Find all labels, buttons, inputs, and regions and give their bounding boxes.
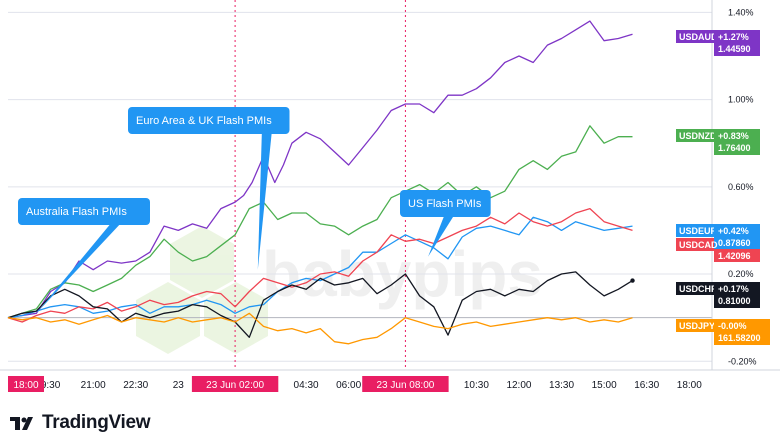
price-tag-value-bg xyxy=(714,224,760,250)
price-tag-change: +0.17% xyxy=(718,284,749,294)
price-tag-price: 161.58200 xyxy=(718,333,761,343)
price-tag-price: 1.44590 xyxy=(718,44,751,54)
price-tag-symbol: USDNZD xyxy=(679,131,717,141)
callout-label: Australia Flash PMIs xyxy=(26,206,127,218)
x-tick-label: 9:30 xyxy=(41,380,61,391)
callout-box xyxy=(18,198,150,225)
series-line-usdjpy xyxy=(7,312,633,345)
series-line-usdnzd xyxy=(7,125,633,319)
x-tick-label: 12:00 xyxy=(506,380,531,391)
x-tick-label: 13:30 xyxy=(549,380,574,391)
tradingview-wordmark: TradingView xyxy=(42,412,151,433)
callout-box xyxy=(128,107,290,134)
event-lines xyxy=(234,0,406,370)
callout-box xyxy=(400,190,491,217)
event-time-badge xyxy=(362,376,449,392)
event-time-badge xyxy=(8,376,44,392)
callout-label: Euro Area & UK Flash PMIs xyxy=(136,115,272,127)
price-tag-price: 1.42096 xyxy=(718,251,751,261)
series-line-usdeur xyxy=(7,216,633,319)
price-tag-price: 0.81000 xyxy=(718,296,751,306)
series-line-usdcad xyxy=(7,207,633,323)
y-axis[interactable]: 1.40% 1.00% 0.60% 0.20% -0.20% xyxy=(711,0,757,370)
price-tag-symbol: USDEUR xyxy=(679,226,718,236)
callout-pointer xyxy=(257,131,272,270)
tradingview-logo-icon xyxy=(10,417,33,430)
x-tick-label: 04:30 xyxy=(294,380,319,391)
y-tick-label: -0.20% xyxy=(728,356,757,366)
event-time-label: 23 Jun 02:00 xyxy=(206,380,264,391)
tradingview-branding[interactable]: TradingView xyxy=(10,412,151,434)
series-line-usdaud xyxy=(7,20,633,319)
price-tag-price: 1.76400 xyxy=(718,143,751,153)
x-tick-label: 10:30 xyxy=(464,380,489,391)
x-tick-label: 23 xyxy=(173,380,185,391)
price-tag-value-bg xyxy=(714,319,770,345)
y-tick-label: 1.00% xyxy=(728,95,754,105)
price-tag-symbol-bg xyxy=(676,30,714,43)
price-tag-symbol-bg xyxy=(676,282,714,295)
price-tag-change: +0.83% xyxy=(718,131,749,141)
series-last-point-usdchf xyxy=(630,278,635,283)
event-callouts: Australia Flash PMIs Euro Area & UK Flash… xyxy=(18,107,491,314)
price-tag-value-bg xyxy=(714,282,760,308)
price-tag-symbol: USDJPY xyxy=(679,321,715,331)
callout-pointer xyxy=(36,222,122,314)
price-tag-symbol: USDCHF xyxy=(679,284,717,294)
y-tick-label: 1.40% xyxy=(728,7,754,17)
x-tick-label: 21:00 xyxy=(81,380,106,391)
x-tick-label: 22:30 xyxy=(123,380,148,391)
x-tick-label: 06:00 xyxy=(336,380,361,391)
price-tag-symbol-bg xyxy=(676,319,714,332)
price-tag-price: 0.87860 xyxy=(718,238,751,248)
price-tag-symbol-bg xyxy=(676,224,714,237)
x-axis[interactable]: 9:30 21:00 22:30 23 04:30 06:00 10:30 12:00 13:3… xyxy=(0,369,780,392)
y-tick-label: 0.60% xyxy=(728,182,754,192)
price-tag-value-bg xyxy=(714,129,760,155)
price-tag-value-bg xyxy=(714,30,760,56)
x-tick-label: 18:00 xyxy=(677,380,702,391)
callout-pointer xyxy=(428,214,455,257)
event-time-label: 23 Jun 08:00 xyxy=(377,380,435,391)
event-time-badge xyxy=(191,376,279,392)
series-line-usdchf xyxy=(7,271,633,338)
price-tag-symbol-bg xyxy=(676,129,714,142)
y-tick-label: 0.20% xyxy=(728,269,754,279)
x-tick-label: 15:00 xyxy=(592,380,617,391)
price-tag-change: -0.00% xyxy=(718,321,747,331)
currency-performance-chart[interactable]: babypips 1.40%1.00%0.60%0.20%-0.20% 9:30… xyxy=(0,0,780,410)
price-tag-value-bg xyxy=(714,249,760,262)
event-time-label: 18:00 xyxy=(13,380,38,391)
price-tags: USDAUD +1.27% 1.44590 USDNZD +0.83% 1.76400 US… xyxy=(676,30,770,345)
price-tag-change: +0.42% xyxy=(718,226,749,236)
price-tag-symbol: USDAUD xyxy=(679,32,718,42)
price-tag-symbol: USDCAD xyxy=(679,240,718,250)
series-lines xyxy=(7,20,635,345)
price-tag-change: +1.27% xyxy=(718,32,749,42)
callout-label: US Flash PMIs xyxy=(408,198,482,210)
price-tag-symbol-bg xyxy=(676,238,714,251)
x-tick-label: 16:30 xyxy=(634,380,659,391)
